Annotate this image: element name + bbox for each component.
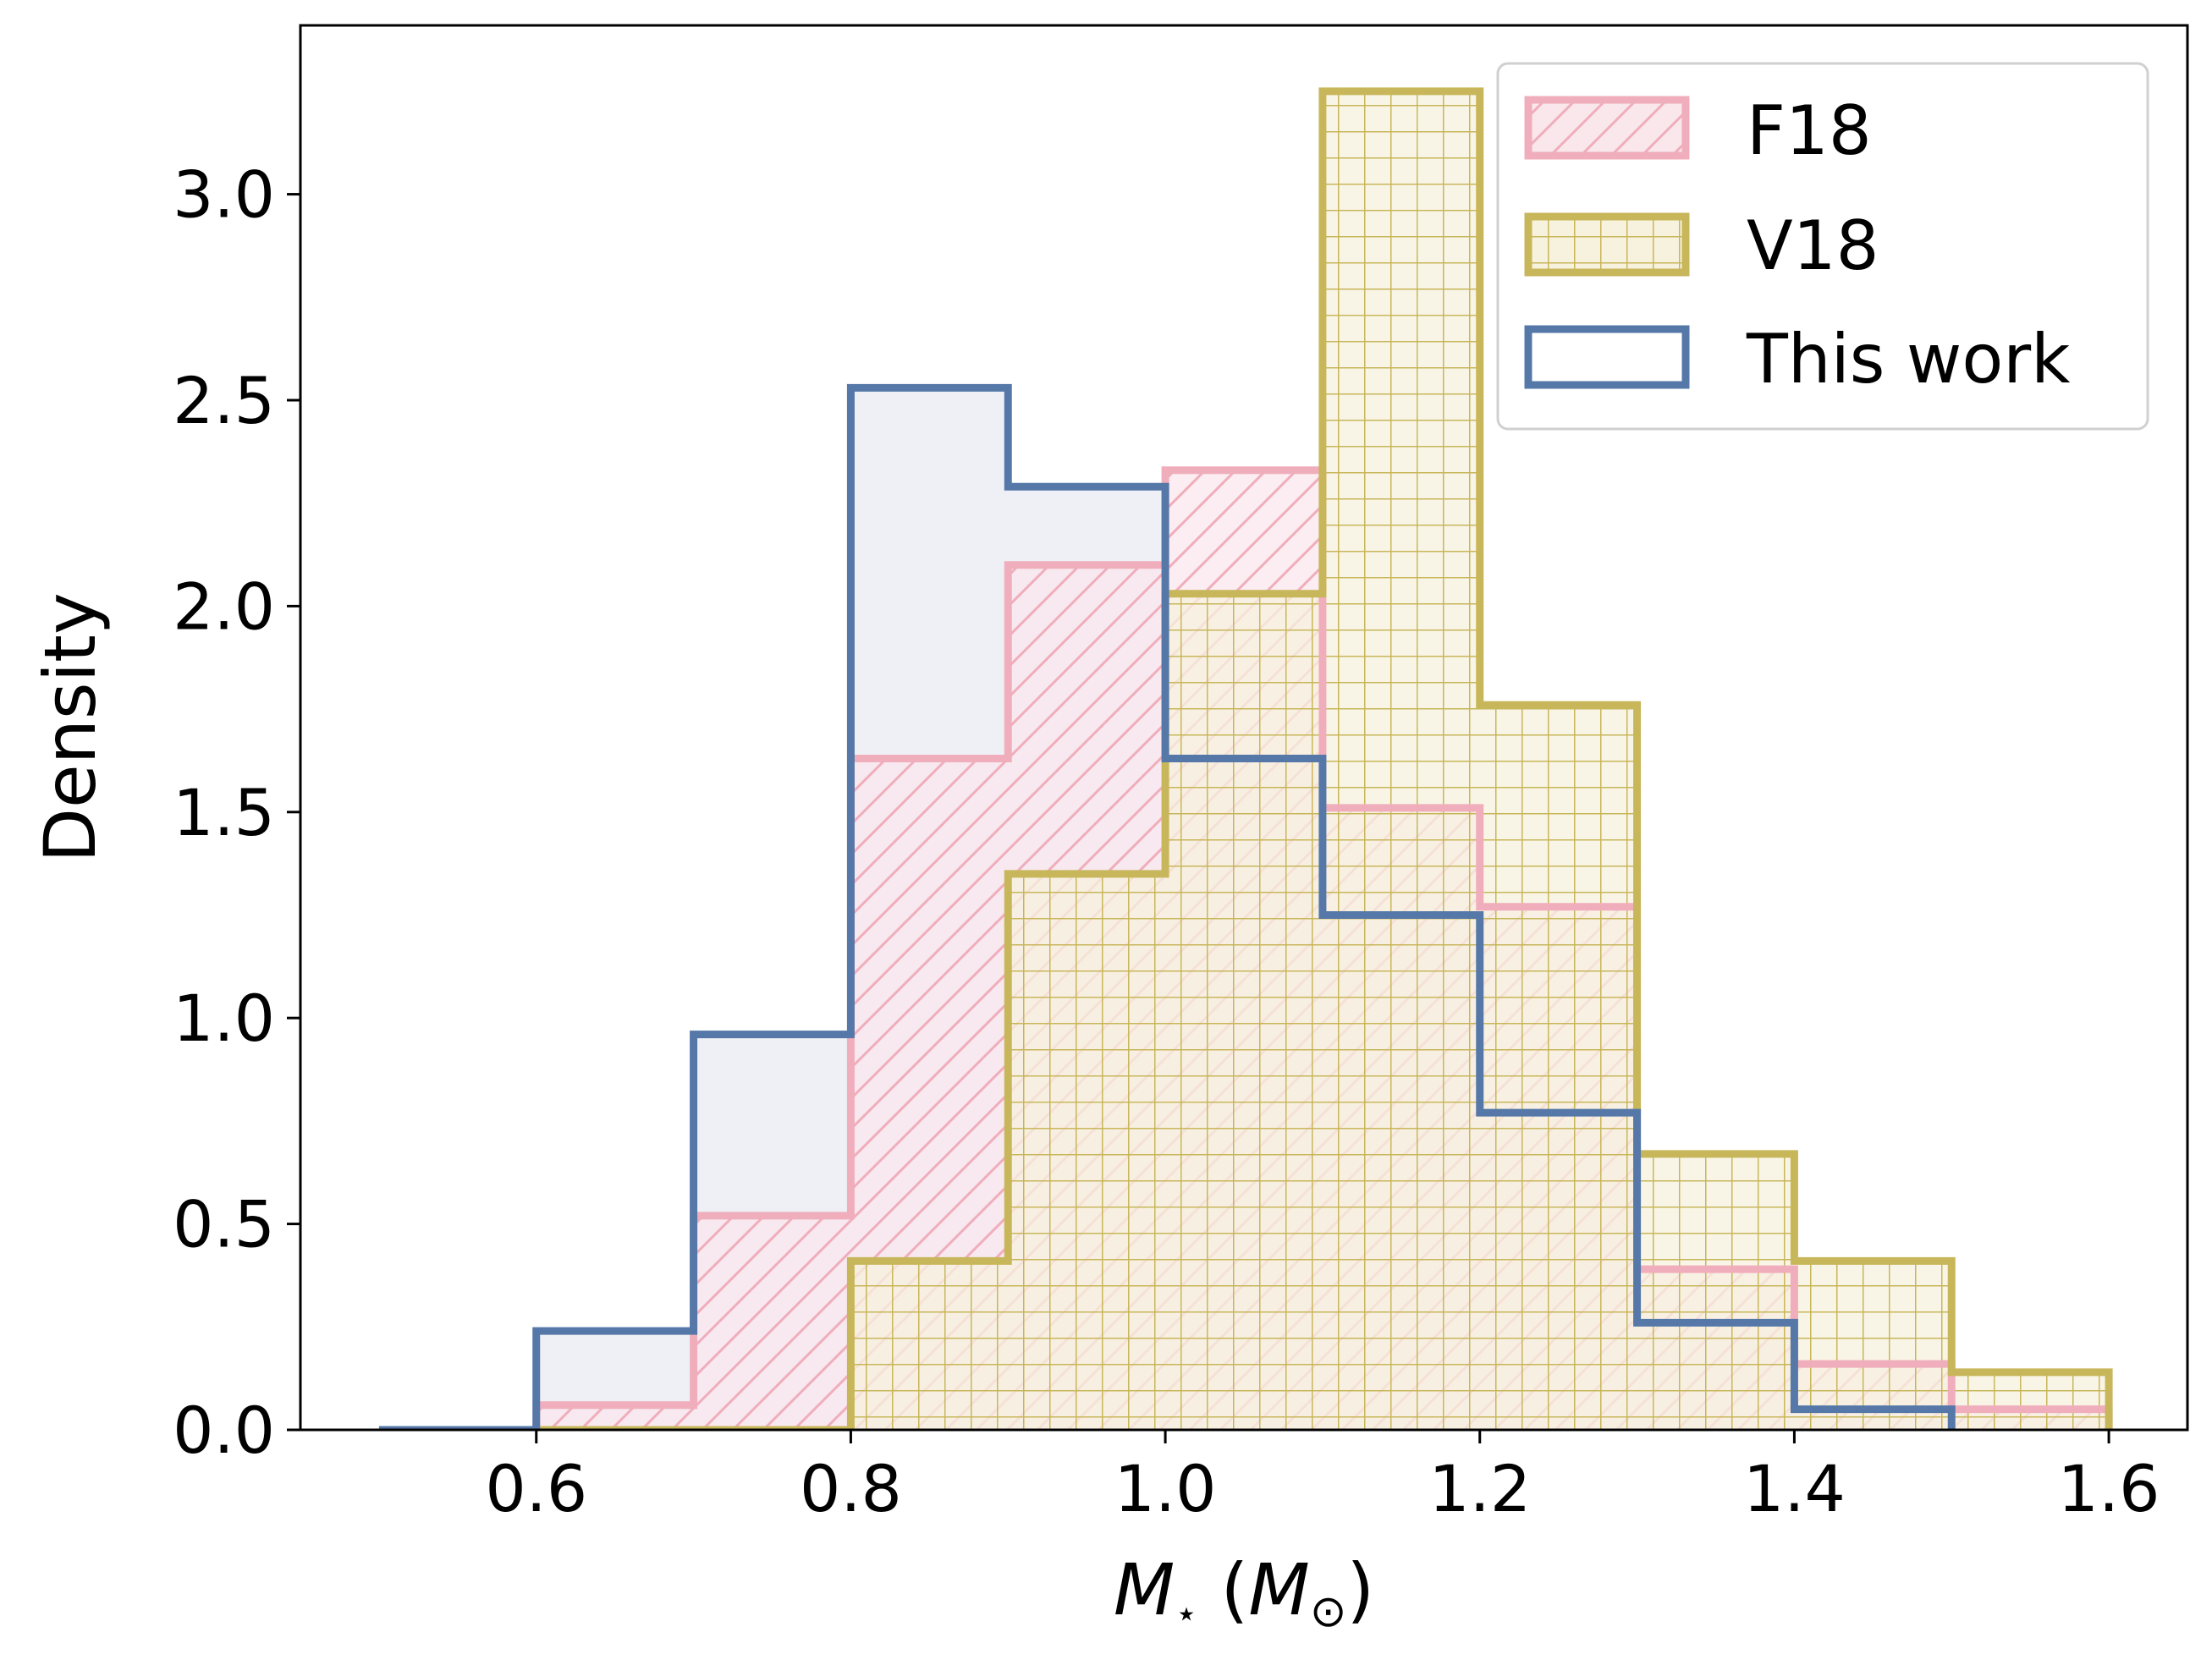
- legend-item-f18: F18: [1524, 91, 1872, 170]
- x-axis-label-open: (: [1198, 1548, 1248, 1631]
- y-tick-label: 2.0: [173, 569, 275, 644]
- y-axis-label: Density: [29, 592, 112, 862]
- x-axis: 0.6 0.8 1.0 1.2 1.4 1.6: [485, 1430, 2160, 1526]
- legend-swatch-this-work: [1524, 325, 1690, 389]
- x-axis-label-unit: M: [1248, 1548, 1309, 1631]
- bar-v18-4: [1165, 594, 1323, 1430]
- y-tick-label: 0.5: [173, 1187, 275, 1262]
- x-tick-label: 1.4: [1743, 1451, 1846, 1526]
- bar-v18-6: [1480, 705, 1637, 1430]
- x-tick-label: 1.6: [2058, 1451, 2160, 1526]
- legend-label-v18: V18: [1747, 206, 1879, 285]
- legend-label-this-work: This work: [1746, 320, 2071, 399]
- legend-item-v18: V18: [1524, 206, 1879, 285]
- bar-v18-7: [1637, 1154, 1795, 1430]
- y-tick-label: 1.0: [173, 981, 275, 1056]
- x-axis-label-close: ): [1346, 1548, 1374, 1631]
- x-tick-label: 1.2: [1428, 1451, 1531, 1526]
- bar-v18-8: [1794, 1261, 1951, 1430]
- y-tick-label: 0.0: [173, 1393, 275, 1468]
- outline-layer: [378, 87, 2113, 1430]
- x-axis-label-unit-subscript: ⊙: [1310, 1586, 1347, 1637]
- legend: F18 V18 This work: [1496, 62, 2149, 431]
- x-axis-label-symbol: M: [1114, 1548, 1175, 1631]
- y-tick-label: 3.0: [173, 157, 275, 233]
- y-tick-label: 1.5: [173, 775, 275, 850]
- bar-v18-9: [1951, 1372, 2109, 1430]
- series-outline-v18: [536, 87, 2113, 1430]
- bar-v18-3: [1008, 874, 1165, 1430]
- bar-f18-1: [694, 1216, 851, 1430]
- x-axis-label: M⋆ (M⊙): [1114, 1548, 1374, 1637]
- bar-v18-2: [850, 1261, 1008, 1430]
- y-tick-label: 2.5: [173, 363, 275, 438]
- bar-v18-5: [1323, 91, 1480, 1430]
- legend-item-this-work: This work: [1524, 320, 2071, 399]
- x-tick-label: 0.6: [485, 1451, 587, 1526]
- x-tick-label: 1.0: [1114, 1451, 1217, 1526]
- series-outline-this-work: [378, 383, 1956, 1430]
- legend-label-f18: F18: [1747, 91, 1872, 170]
- y-axis: 0.0 0.5 1.0 1.5 2.0 2.5 3.0: [173, 157, 300, 1468]
- x-axis-label-subscript: ⋆: [1175, 1592, 1198, 1635]
- plot-frame: [299, 24, 2189, 1432]
- x-tick-label: 0.8: [800, 1451, 902, 1526]
- series-outline-f18: [532, 466, 2113, 1430]
